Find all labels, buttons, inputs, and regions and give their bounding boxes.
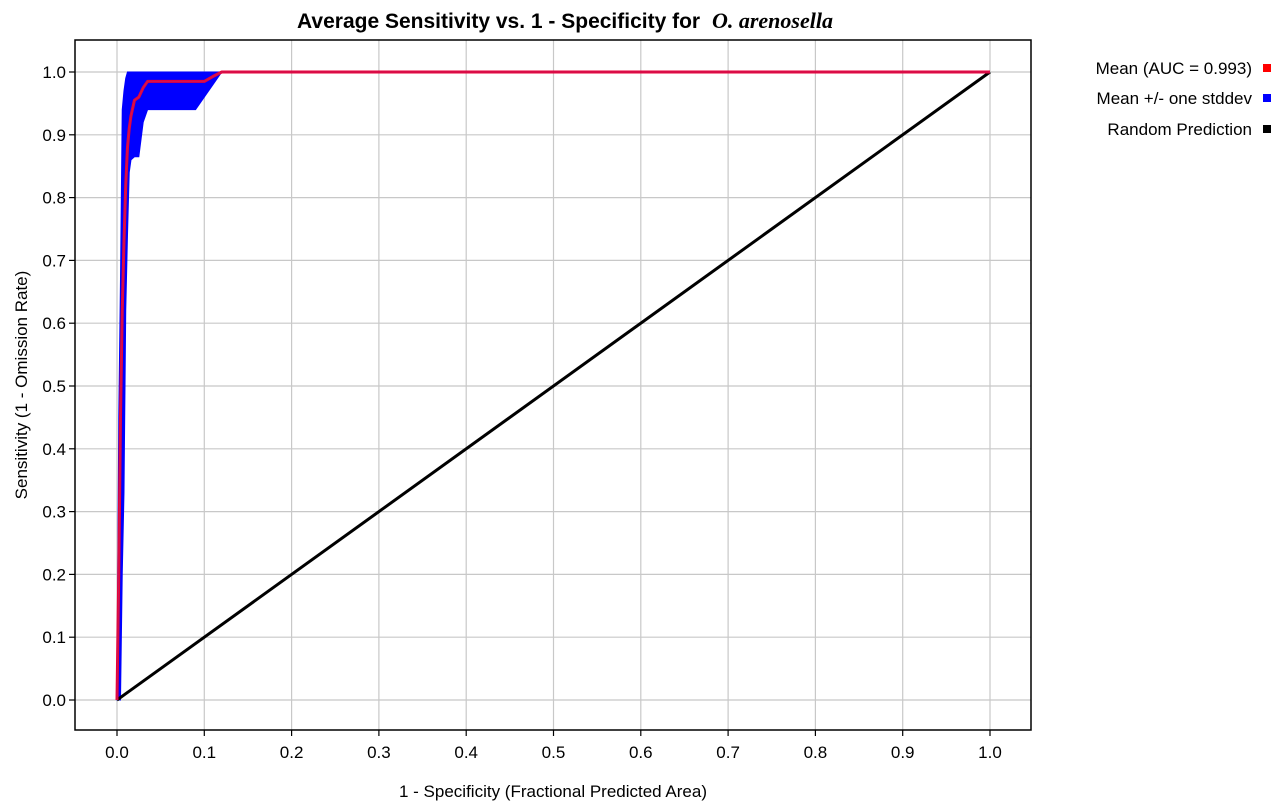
- y-tick-label: 0.7: [42, 251, 66, 270]
- legend-label: Random Prediction: [1107, 120, 1252, 139]
- legend-swatch: [1263, 94, 1271, 102]
- y-tick-label: 0.8: [42, 189, 66, 208]
- legend-swatch: [1263, 125, 1271, 133]
- legend-label: Mean (AUC = 0.993): [1096, 59, 1252, 78]
- stddev-band: [116, 71, 990, 701]
- y-tick-label: 1.0: [42, 63, 66, 82]
- x-axis-label: 1 - Specificity (Fractional Predicted Ar…: [399, 782, 707, 801]
- legend-swatch: [1263, 64, 1271, 72]
- x-tick-label: 0.1: [192, 743, 216, 762]
- x-tick-label: 1.0: [978, 743, 1002, 762]
- x-tick-label: 0.3: [367, 743, 391, 762]
- x-tick-label: 0.2: [280, 743, 304, 762]
- chart-title-main: Average Sensitivity vs. 1 - Specificity …: [297, 10, 700, 33]
- legend: Mean (AUC = 0.993) Mean +/- one stddev Ran…: [1096, 59, 1271, 139]
- chart-title-species: O. arenosella: [712, 8, 833, 33]
- y-tick-label: 0.5: [42, 377, 66, 396]
- y-tick-label: 0.2: [42, 565, 66, 584]
- stddev-band-area: [116, 71, 990, 701]
- y-axis-label: Sensitivity (1 - Omission Rate): [12, 271, 31, 500]
- y-tick-label: 0.1: [42, 628, 66, 647]
- random-prediction-line: [116, 70, 991, 702]
- mean-line: [115, 70, 990, 701]
- x-tick-label: 0.7: [716, 743, 740, 762]
- x-tick-label: 0.0: [105, 743, 129, 762]
- x-tick-label: 0.6: [629, 743, 653, 762]
- y-tick-label: 0.4: [42, 440, 66, 459]
- y-tick-label: 0.3: [42, 503, 66, 522]
- x-tick-label: 0.9: [891, 743, 915, 762]
- y-axis-ticks: 0.0 0.1 0.2 0.3 0.4 0.5 0.6 0.7 0.8 0.9 1.0: [42, 63, 75, 710]
- x-tick-label: 0.8: [804, 743, 828, 762]
- y-tick-label: 0.6: [42, 314, 66, 333]
- x-axis-ticks: 0.0 0.1 0.2 0.3 0.4 0.5 0.6 0.7 0.8 0.9 1.0: [105, 730, 1002, 762]
- legend-label: Mean +/- one stddev: [1097, 89, 1253, 108]
- mean-series-overlay: [116, 71, 990, 701]
- random-prediction-series: [116, 70, 991, 702]
- x-tick-label: 0.5: [542, 743, 566, 762]
- y-tick-label: 0.9: [42, 126, 66, 145]
- x-tick-label: 0.4: [454, 743, 478, 762]
- chart-title: Average Sensitivity vs. 1 - Specificity …: [297, 8, 833, 33]
- y-tick-label: 0.0: [42, 691, 66, 710]
